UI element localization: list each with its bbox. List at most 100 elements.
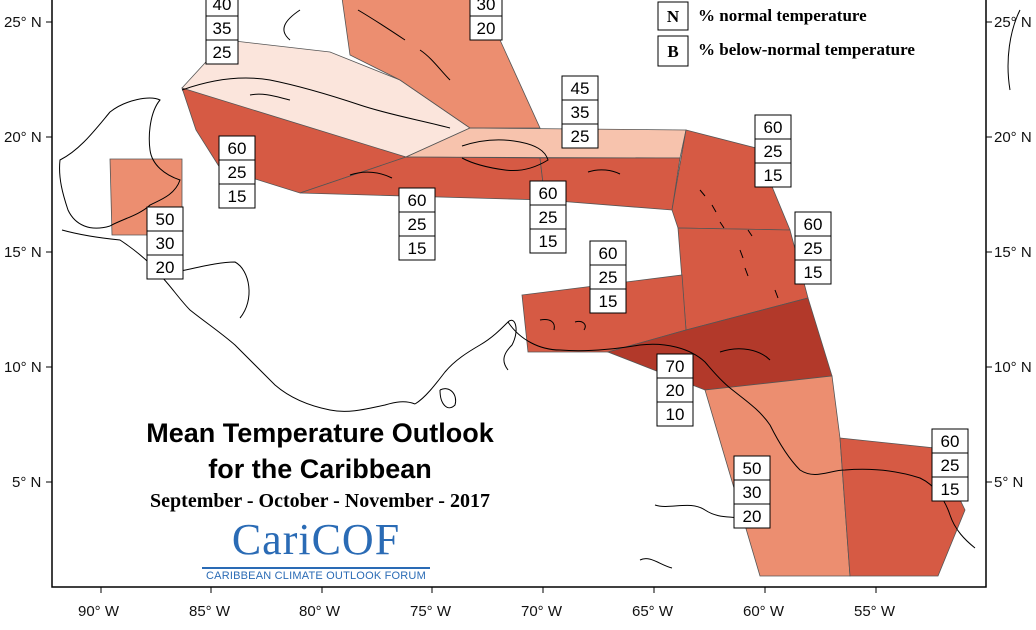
prob-cell (205, 15, 239, 41)
prob-value: 15 (228, 187, 247, 206)
prob-value: 30 (477, 0, 496, 14)
prob-cell (218, 159, 256, 185)
logo-wordmark: CariCOF (231, 515, 401, 564)
map-subtitle: September - October - November - 2017 (150, 490, 490, 512)
lon-labels: 90° W 85° W 80° W 75° W 70° W 65° W 60° … (78, 603, 896, 620)
lon-label: 80° W (299, 603, 341, 620)
prob-cell (931, 428, 969, 454)
prob-value: 20 (666, 381, 685, 400)
lat-label: 10° N (4, 359, 42, 376)
legend-key: B (667, 42, 678, 61)
lat-label: 15° N (994, 244, 1032, 261)
lon-label: 60° W (743, 603, 785, 620)
prob-value: 30 (156, 234, 175, 253)
prob-value: 15 (941, 480, 960, 499)
prob-cell (218, 183, 256, 209)
legend-text: % normal temperature (698, 6, 867, 25)
prob-value: 10 (666, 405, 685, 424)
map-title-line2: for the Caribbean (208, 454, 432, 484)
prob-value: 25 (764, 142, 783, 161)
lat-label: 5° N (12, 474, 41, 491)
lon-label: 85° W (189, 603, 231, 620)
prob-box-hispaniola: 45 35 25 (561, 75, 599, 149)
legend-key-box (657, 35, 689, 67)
prob-box-windward: 60 25 15 (794, 211, 832, 285)
axis-ticks (46, 21, 992, 593)
legend-key-box (657, 1, 689, 31)
lon-label: 75° W (410, 603, 452, 620)
prob-value: 20 (743, 507, 762, 526)
prob-box-turks-caicos: 30 20 (469, 0, 503, 41)
prob-cell (398, 187, 436, 213)
lat-label: 10° N (994, 359, 1032, 376)
prob-box-puerto-rico: 60 25 15 (529, 180, 567, 254)
prob-value: 45 (571, 79, 590, 98)
lon-label: 55° W (854, 603, 896, 620)
prob-box-jamaica: 60 25 15 (398, 187, 436, 261)
logo-tagline: CARIBBEAN CLIMATE OUTLOOK FORUM (206, 570, 426, 582)
prob-cell (794, 211, 832, 237)
lat-label: 20° N (4, 129, 42, 146)
prob-cell (561, 123, 599, 149)
lon-label: 70° W (521, 603, 563, 620)
prob-cell (589, 288, 627, 314)
prob-cell (656, 401, 694, 427)
prob-cell (529, 204, 567, 230)
prob-cell (146, 206, 184, 232)
prob-cell (529, 228, 567, 254)
map-title: Mean Temperature Outlook (146, 418, 494, 448)
prob-value: 60 (804, 215, 823, 234)
prob-box-cuba: 60 25 15 (218, 135, 256, 209)
prob-value: 25 (408, 215, 427, 234)
prob-cell (205, 39, 239, 65)
caricof-logo: CariCOF CARIBBEAN CLIMATE OUTLOOK FORUM (200, 515, 440, 582)
prob-value: 60 (228, 139, 247, 158)
prob-box-suriname: 60 25 15 (931, 428, 969, 502)
prob-cell (398, 235, 436, 261)
prob-cell (146, 230, 184, 256)
prob-box-trinidad: 70 20 10 (656, 353, 694, 427)
prob-cell (589, 264, 627, 290)
prob-value: 60 (408, 191, 427, 210)
lon-label: 90° W (78, 603, 120, 620)
legend-text: % below-normal temperature (698, 40, 915, 59)
prob-box-bahamas: 40 35 25 (205, 0, 239, 65)
prob-cell (931, 476, 969, 502)
lat-label: 20° N (994, 129, 1032, 146)
prob-value: 25 (941, 456, 960, 475)
prob-value: 35 (571, 103, 590, 122)
lat-label: 15° N (4, 244, 42, 261)
prob-value: 15 (599, 292, 618, 311)
prob-value: 35 (213, 19, 232, 38)
prob-value: 60 (941, 432, 960, 451)
prob-value: 30 (743, 483, 762, 502)
lat-labels-right: 25° N 20° N 15° N 10° N 5° N (994, 14, 1032, 491)
prob-value: 70 (666, 357, 685, 376)
lat-label: 5° N (994, 474, 1023, 491)
prob-value: 60 (764, 118, 783, 137)
prob-value: 50 (743, 459, 762, 478)
legend: N % normal temperature B % below-normal … (657, 1, 915, 67)
prob-value: 20 (477, 19, 496, 38)
prob-cell (733, 503, 771, 529)
prob-cell (656, 377, 694, 403)
lat-label: 25° N (4, 14, 42, 31)
prob-value: 15 (804, 263, 823, 282)
prob-box-abc: 60 25 15 (589, 240, 627, 314)
logo-rule (202, 567, 430, 569)
prob-cell (754, 162, 792, 188)
prob-value: 20 (156, 258, 175, 277)
prob-box-belize: 50 30 20 (146, 206, 184, 280)
prob-value: 60 (599, 244, 618, 263)
lon-label: 65° W (632, 603, 674, 620)
prob-value: 60 (539, 184, 558, 203)
prob-value: 25 (213, 43, 232, 62)
prob-cell (146, 254, 184, 280)
prob-value: 25 (571, 127, 590, 146)
lat-label: 25° N (994, 14, 1032, 31)
coastlines (59, 9, 1021, 569)
prob-value: 15 (539, 232, 558, 251)
prob-cell (794, 259, 832, 285)
lat-labels-left: 25° N 20° N 15° N 10° N 5° N (4, 14, 42, 491)
